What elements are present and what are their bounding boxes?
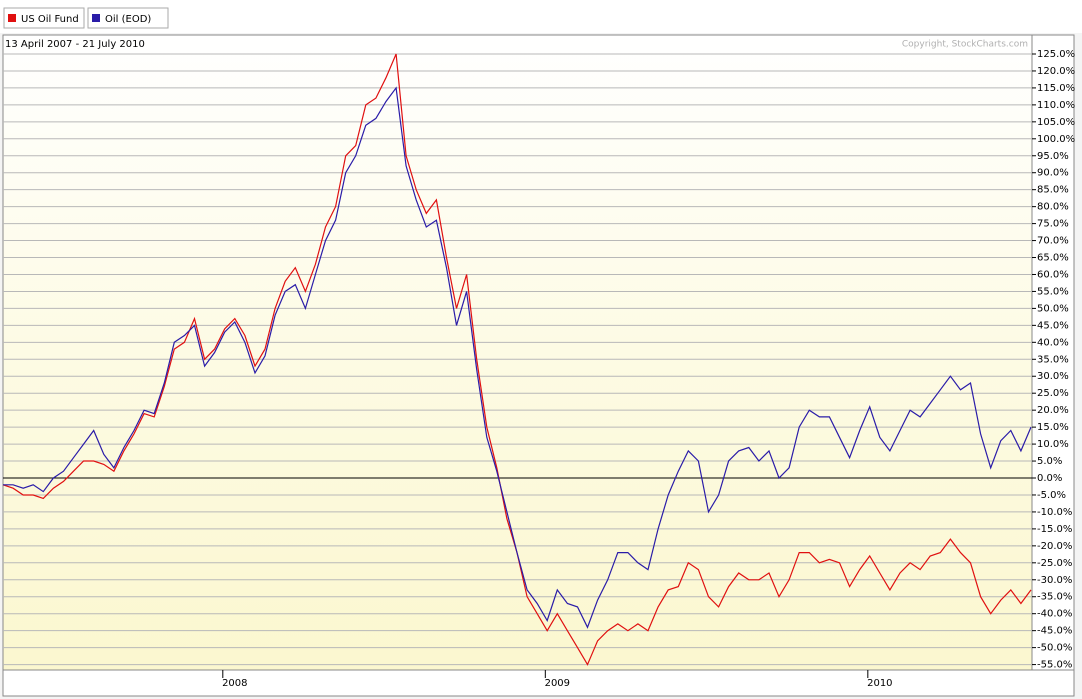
- x-tick-label: 2009: [545, 678, 570, 689]
- y-tick-label: -30.0%: [1037, 575, 1072, 586]
- y-tick-label: 15.0%: [1037, 422, 1069, 433]
- x-tick-label: 2010: [867, 678, 892, 689]
- y-tick-label: 65.0%: [1037, 253, 1069, 264]
- y-tick-label: 10.0%: [1037, 439, 1069, 450]
- y-tick-label: 0.0%: [1037, 473, 1062, 484]
- y-tick-label: -55.0%: [1037, 660, 1072, 671]
- legend-bar: [0, 0, 1082, 33]
- series-line: [3, 86, 1032, 629]
- y-tick-label: 45.0%: [1037, 320, 1069, 331]
- y-tick-label: 105.0%: [1037, 117, 1075, 128]
- y-tick-label: 25.0%: [1037, 388, 1069, 399]
- legend-item: [3, 7, 85, 29]
- y-tick-label: 60.0%: [1037, 269, 1069, 280]
- y-tick-label: 110.0%: [1037, 100, 1075, 111]
- y-tick-label: -45.0%: [1037, 626, 1072, 637]
- legend-item: [87, 7, 169, 29]
- y-tick-label: 5.0%: [1037, 456, 1062, 467]
- y-tick-label: 80.0%: [1037, 202, 1069, 213]
- y-tick-label: 40.0%: [1037, 337, 1069, 348]
- y-tick-label: -20.0%: [1037, 541, 1072, 552]
- y-tick-label: 50.0%: [1037, 303, 1069, 314]
- y-axis-area: [1031, 34, 1075, 671]
- y-tick-label: 75.0%: [1037, 219, 1069, 230]
- y-tick-label: 85.0%: [1037, 185, 1069, 196]
- x-axis-area: [2, 669, 1075, 697]
- y-tick-label: 20.0%: [1037, 405, 1069, 416]
- y-tick-label: -10.0%: [1037, 507, 1072, 518]
- y-tick-label: 115.0%: [1037, 83, 1075, 94]
- y-tick-label: -15.0%: [1037, 524, 1072, 535]
- legend-swatch: [92, 14, 100, 22]
- y-tick-label: 70.0%: [1037, 236, 1069, 247]
- y-tick-label: 30.0%: [1037, 371, 1069, 382]
- subtitle: 13 April 2007 - 21 July 2010: [5, 39, 145, 50]
- y-tick-label: 100.0%: [1037, 134, 1075, 145]
- y-tick-label: -5.0%: [1037, 490, 1066, 501]
- y-tick-label: 35.0%: [1037, 354, 1069, 365]
- y-tick-label: 55.0%: [1037, 286, 1069, 297]
- y-tick-label: 120.0%: [1037, 66, 1075, 77]
- copyright: Copyright, StockCharts.com: [902, 40, 1028, 50]
- legend-label: US Oil Fund: [21, 14, 79, 25]
- y-tick-label: 90.0%: [1037, 168, 1069, 179]
- x-tick-label: 2008: [222, 678, 247, 689]
- plot-area: [2, 34, 1033, 671]
- y-tick-label: -25.0%: [1037, 558, 1072, 569]
- legend-swatch: [8, 14, 16, 22]
- y-tick-label: -40.0%: [1037, 609, 1072, 620]
- y-tick-label: -35.0%: [1037, 592, 1072, 603]
- y-tick-label: 95.0%: [1037, 151, 1069, 162]
- y-tick-label: -50.0%: [1037, 643, 1072, 654]
- legend-label: Oil (EOD): [105, 14, 151, 25]
- y-tick-label: 125.0%: [1037, 49, 1075, 60]
